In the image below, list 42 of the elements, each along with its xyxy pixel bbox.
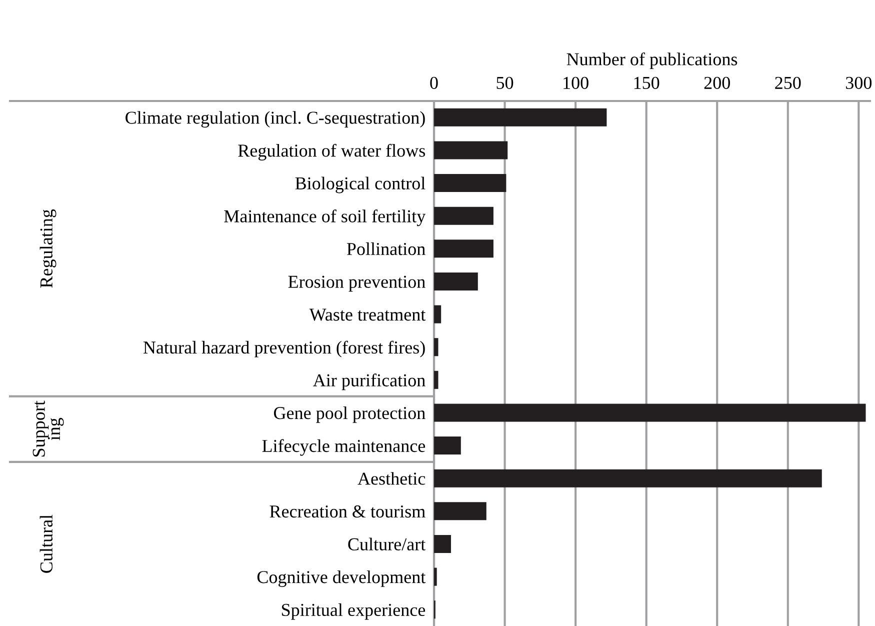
y-tick-label: Culture/art [348,538,426,550]
bar [434,469,822,488]
bar [434,141,508,160]
x-tick-label: 250 [775,76,801,89]
bar [434,108,607,126]
text: Support ing [32,400,64,457]
bar [434,240,494,258]
bar [434,568,437,586]
y-tick-label: Gene pool protection [274,406,426,423]
y-tick-label: Aesthetic [358,472,426,485]
y-tick-label: Air purification [313,374,426,390]
x-tick-label: 300 [846,76,872,89]
x-tick-label: 100 [564,76,588,89]
y-tick-label: Maintenance of soil fertility [224,209,426,226]
bar [434,305,442,324]
bar [434,370,438,389]
y-tick-label: Spiritual experience [282,603,426,620]
bar [434,206,494,225]
x-tick-label: 50 [496,76,514,89]
y-tick-label: Natural hazard prevention (forest fires) [143,340,425,358]
x-axis-title: Number of publications [566,52,738,70]
y-tick-label: Regulation of water flows [238,144,426,160]
bar [434,174,506,192]
text: Regulating [40,209,56,288]
y-tick-label: Recreation & tourism [270,505,426,518]
x-tick-label: 200 [704,76,730,89]
y-tick-label: Cognitive development [257,570,426,587]
bar [434,534,451,553]
y-tick-label: Pollination [346,242,426,256]
text: Cultural [40,514,53,573]
y-tick-label: Waste treatment [309,308,426,321]
y-tick-label: Biological control [295,176,426,194]
bar [434,502,486,520]
y-tick-label: Erosion prevention [288,276,426,292]
x-tick-label: 150 [634,76,660,89]
x-tick-label: 0 [430,76,438,89]
bar [434,436,461,455]
y-tick-label: Climate regulation (incl. C-sequestration) [126,111,425,128]
y-tick-label: Lifecycle maintenance [262,439,426,456]
bar [434,338,438,356]
bar [434,404,866,422]
bar [434,272,478,290]
